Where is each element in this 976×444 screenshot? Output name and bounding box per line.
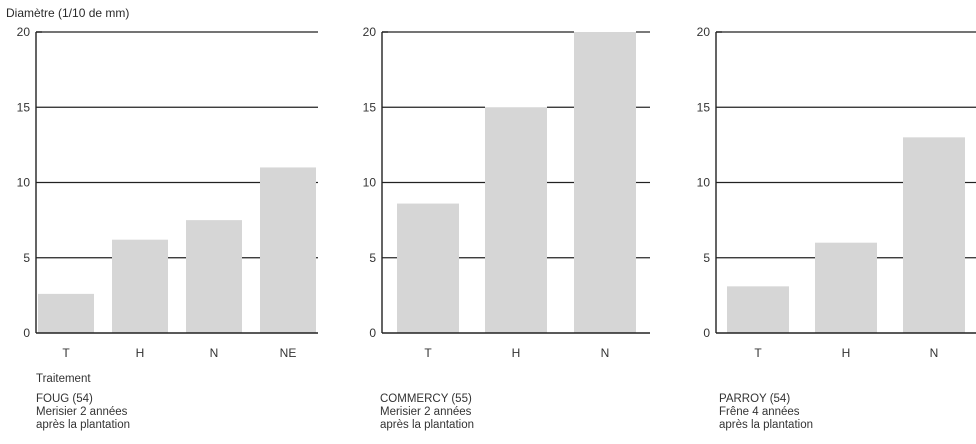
caption-line: FOUG (54) — [36, 393, 93, 405]
bar-h — [112, 239, 168, 333]
caption-line: après la plantation — [719, 419, 813, 431]
caption-line: COMMERCY (55) — [380, 393, 472, 405]
x-axis-label: Traitement — [36, 373, 91, 385]
y-tick-label: 15 — [697, 100, 711, 114]
caption-line: Merisier 2 années — [36, 406, 128, 418]
x-tick-label-n: N — [930, 346, 939, 360]
y-tick-label: 5 — [23, 251, 30, 265]
y-tick-label: 10 — [697, 176, 711, 190]
caption-line: après la plantation — [380, 419, 474, 431]
y-tick-label: 20 — [363, 25, 377, 39]
chart-caption-1: FOUG (54) Merisier 2 années après la plant… — [36, 393, 130, 432]
y-tick-label: 20 — [697, 25, 711, 39]
y-tick-label: 5 — [369, 251, 376, 265]
x-tick-label-n: N — [210, 346, 219, 360]
x-tick-label-t: T — [754, 346, 762, 360]
x-tick-label-ne: NE — [280, 346, 297, 360]
bar-h — [485, 107, 547, 333]
x-tick-label-t: T — [62, 346, 70, 360]
caption-line: Merisier 2 années — [380, 406, 472, 418]
bar-n — [574, 32, 636, 333]
y-tick-label: 0 — [703, 326, 710, 340]
x-tick-label-h: H — [842, 346, 851, 360]
y-axis-label: Diamètre (1/10 de mm) — [6, 6, 130, 20]
bar-t — [727, 286, 789, 333]
x-tick-label-n: N — [601, 346, 610, 360]
chart-caption-2: COMMERCY (55) Merisier 2 années après la p… — [380, 393, 474, 432]
caption-line: PARROY (54) — [719, 393, 791, 405]
bar-n — [186, 220, 242, 333]
y-tick-label: 0 — [23, 326, 30, 340]
x-tick-label-t: T — [424, 346, 432, 360]
bar-t — [397, 203, 459, 333]
y-tick-label: 20 — [17, 25, 31, 39]
bar-t — [38, 293, 94, 333]
chart-caption-3: PARROY (54) Frêne 4 années après la planta… — [719, 393, 813, 432]
bar-h — [815, 242, 877, 333]
x-tick-label-h: H — [136, 346, 145, 360]
bar-n — [903, 137, 965, 333]
y-tick-label: 15 — [17, 100, 31, 114]
x-tick-label-h: H — [512, 346, 521, 360]
caption-line: Frêne 4 années — [719, 406, 800, 418]
y-tick-label: 10 — [363, 176, 377, 190]
y-tick-label: 15 — [363, 100, 377, 114]
caption-line: après la plantation — [36, 419, 130, 431]
y-tick-label: 5 — [703, 251, 710, 265]
y-tick-label: 10 — [17, 176, 31, 190]
y-tick-label: 0 — [369, 326, 376, 340]
bar-ne — [260, 167, 316, 333]
